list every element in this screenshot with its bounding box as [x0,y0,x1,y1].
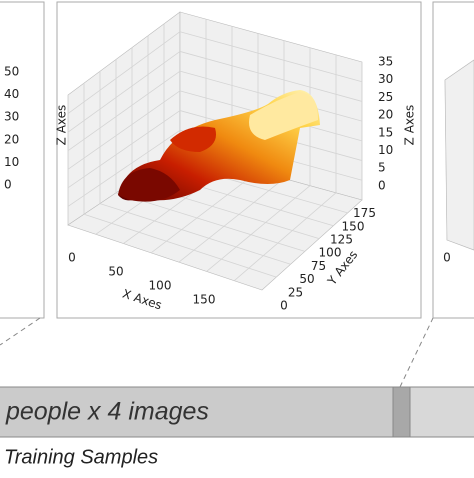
x-tick-label: 0 [68,251,76,265]
z-tick-label: 20 [378,108,393,122]
y-tick-label: 125 [330,233,353,247]
y-tick-label: 100 [319,246,342,260]
z-tick-label: 5 [378,161,386,175]
grid-line [67,110,181,189]
x-tick-label: 50 [108,265,123,279]
z-tick-label: 0 [378,178,386,192]
grid-line [179,31,363,83]
grid-line [178,178,285,263]
banner-block [409,386,474,438]
z-tick-label: 50 [4,65,19,79]
z-tick-label: 10 [378,143,393,157]
grid-line [67,129,181,207]
z-tick-label: 0 [4,178,12,192]
surface [118,90,320,202]
connector [0,317,434,388]
grid-line [67,70,181,152]
z-axis-label: Z Axes [403,105,417,146]
grid-line [67,90,181,170]
grid-line [179,51,363,102]
caption: Training Samples [4,446,158,468]
banner-block [392,386,411,438]
z-tick-label: 30 [4,110,19,124]
z-tick-label: 25 [378,90,393,104]
y-tick-label: 50 [299,272,314,286]
surface-dark [118,168,180,202]
grid-line [234,192,337,282]
grid-line [179,70,363,122]
grid-line [206,185,311,272]
z-tick-label: 20 [4,132,19,146]
banner-text: people x 4 images [5,398,209,426]
y-tick-label: 175 [353,206,376,220]
x-tick-label: 150 [193,293,216,307]
y-tick-label: 75 [311,259,326,273]
grid-line [150,171,259,254]
x-tick-label: 0 [443,251,451,265]
left-panel [0,1,45,319]
z-tick-label: 15 [378,125,393,139]
y-tick-label: 0 [280,299,288,313]
z-tick-label: 40 [4,87,19,101]
left-axis: 50 40 30 20 10 0 [4,65,19,192]
grid-line [67,31,181,114]
z-tick-label: 30 [378,72,393,86]
surface-light [249,92,318,140]
grid-line [115,192,305,252]
grid-line [83,213,277,278]
z-axis-label: Z Axes [55,105,69,146]
grid-line [99,203,291,265]
x-tick-label: 100 [149,279,172,293]
surface-red [170,126,216,152]
z-tick-label: 10 [4,155,19,169]
grid-line [67,51,181,133]
y-tick-label: 150 [342,219,365,233]
z-tick-label: 35 [378,55,393,69]
banner [0,386,394,438]
pane [444,59,474,251]
y-tick-label: 25 [288,285,303,299]
